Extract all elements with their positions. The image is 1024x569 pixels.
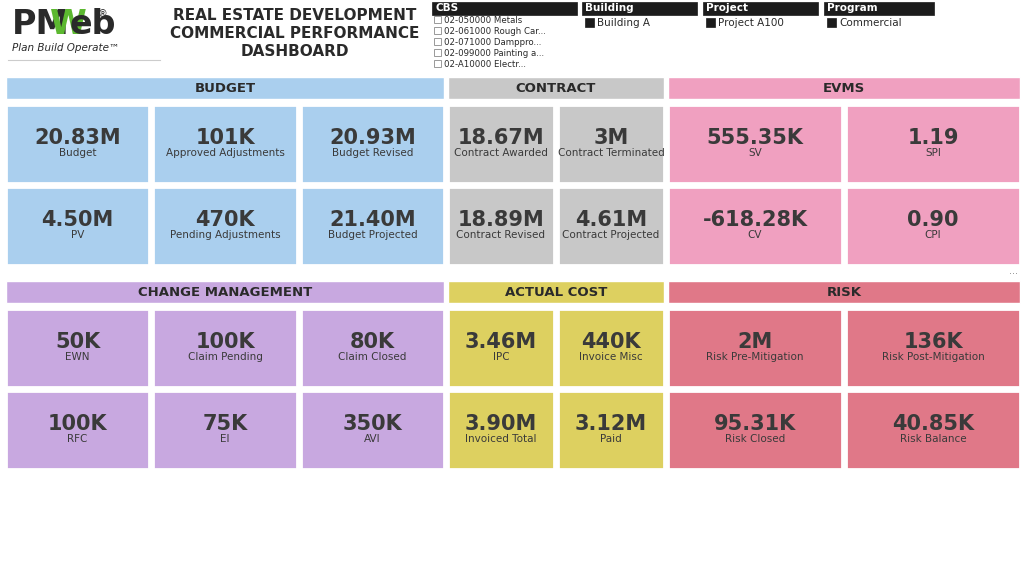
FancyBboxPatch shape <box>824 2 934 15</box>
Text: Project: Project <box>706 3 748 13</box>
FancyBboxPatch shape <box>668 309 842 387</box>
FancyBboxPatch shape <box>706 18 715 27</box>
FancyBboxPatch shape <box>585 18 594 27</box>
FancyBboxPatch shape <box>301 391 444 469</box>
Text: Commercial: Commercial <box>839 18 901 28</box>
Text: CONTRACT: CONTRACT <box>516 81 596 94</box>
Text: 20.83M: 20.83M <box>35 128 121 148</box>
Text: 50K: 50K <box>55 332 100 352</box>
Text: CPI: CPI <box>925 230 941 240</box>
Text: 95.31K: 95.31K <box>714 414 796 434</box>
Text: SPI: SPI <box>925 148 941 158</box>
Text: 3.46M: 3.46M <box>465 332 537 352</box>
Text: RISK: RISK <box>826 286 861 299</box>
FancyBboxPatch shape <box>449 77 664 99</box>
Text: REAL ESTATE DEVELOPMENT: REAL ESTATE DEVELOPMENT <box>173 8 417 23</box>
Text: 21.40M: 21.40M <box>329 210 416 230</box>
Text: Claim Closed: Claim Closed <box>338 352 407 362</box>
Text: Pending Adjustments: Pending Adjustments <box>170 230 281 240</box>
FancyBboxPatch shape <box>582 2 697 15</box>
Text: 555.35K: 555.35K <box>707 128 804 148</box>
Text: SV: SV <box>749 148 762 158</box>
FancyBboxPatch shape <box>449 105 554 183</box>
Text: 1.19: 1.19 <box>907 128 958 148</box>
Text: RFC: RFC <box>68 434 88 444</box>
Text: CV: CV <box>748 230 762 240</box>
Text: Budget: Budget <box>59 148 96 158</box>
FancyBboxPatch shape <box>434 16 441 23</box>
FancyBboxPatch shape <box>301 309 444 387</box>
Text: Risk Pre-Mitigation: Risk Pre-Mitigation <box>707 352 804 362</box>
FancyBboxPatch shape <box>668 105 842 183</box>
Text: ®: ® <box>98 9 108 19</box>
Text: Building A: Building A <box>597 18 650 28</box>
Text: Program: Program <box>827 3 878 13</box>
Text: Invoiced Total: Invoiced Total <box>465 434 537 444</box>
Text: 101K: 101K <box>196 128 255 148</box>
FancyBboxPatch shape <box>434 38 441 45</box>
Text: 440K: 440K <box>582 332 641 352</box>
FancyBboxPatch shape <box>6 77 444 99</box>
Text: DASHBOARD: DASHBOARD <box>241 44 349 59</box>
Text: 3.12M: 3.12M <box>574 414 647 434</box>
Text: Claim Pending: Claim Pending <box>187 352 262 362</box>
Text: Contract Terminated: Contract Terminated <box>558 148 665 158</box>
Text: IPC: IPC <box>493 352 509 362</box>
Text: W: W <box>50 8 87 41</box>
Text: Approved Adjustments: Approved Adjustments <box>166 148 285 158</box>
Text: Project A100: Project A100 <box>718 18 784 28</box>
FancyBboxPatch shape <box>301 187 444 265</box>
FancyBboxPatch shape <box>6 281 444 303</box>
Text: 4.61M: 4.61M <box>574 210 647 230</box>
Text: Contract Awarded: Contract Awarded <box>454 148 548 158</box>
Text: 470K: 470K <box>196 210 255 230</box>
Text: BUDGET: BUDGET <box>195 81 256 94</box>
Text: PM: PM <box>12 8 70 41</box>
FancyBboxPatch shape <box>434 27 441 34</box>
Text: EI: EI <box>220 434 229 444</box>
Text: EWN: EWN <box>66 352 90 362</box>
Text: 20.93M: 20.93M <box>329 128 416 148</box>
FancyBboxPatch shape <box>558 309 664 387</box>
FancyBboxPatch shape <box>846 105 1020 183</box>
FancyBboxPatch shape <box>6 187 150 265</box>
Text: 02-A10000 Electr...: 02-A10000 Electr... <box>444 60 526 69</box>
FancyBboxPatch shape <box>434 49 441 56</box>
Text: EVMS: EVMS <box>823 81 865 94</box>
Text: Risk Balance: Risk Balance <box>900 434 967 444</box>
Text: Paid: Paid <box>600 434 622 444</box>
Text: Plan Build Operate™: Plan Build Operate™ <box>12 43 120 53</box>
Text: 02-061000 Rough Car...: 02-061000 Rough Car... <box>444 27 546 36</box>
FancyBboxPatch shape <box>846 187 1020 265</box>
Text: AVI: AVI <box>364 434 381 444</box>
FancyBboxPatch shape <box>154 391 297 469</box>
Text: 4.50M: 4.50M <box>42 210 114 230</box>
FancyBboxPatch shape <box>449 309 554 387</box>
Text: CBS: CBS <box>435 3 458 13</box>
FancyBboxPatch shape <box>668 391 842 469</box>
FancyBboxPatch shape <box>432 2 577 15</box>
Text: Building: Building <box>585 3 634 13</box>
Text: 02-099000 Painting a...: 02-099000 Painting a... <box>444 49 544 58</box>
FancyBboxPatch shape <box>301 105 444 183</box>
FancyBboxPatch shape <box>154 309 297 387</box>
Text: Risk Post-Mitigation: Risk Post-Mitigation <box>882 352 984 362</box>
Text: 02-071000 Damppro...: 02-071000 Damppro... <box>444 38 542 47</box>
Text: ...: ... <box>1009 266 1018 276</box>
FancyBboxPatch shape <box>668 281 1020 303</box>
FancyBboxPatch shape <box>449 391 554 469</box>
Text: 350K: 350K <box>342 414 402 434</box>
Text: Contract Revised: Contract Revised <box>457 230 546 240</box>
FancyBboxPatch shape <box>6 105 150 183</box>
FancyBboxPatch shape <box>6 391 150 469</box>
Text: COMMERCIAL PERFORMANCE: COMMERCIAL PERFORMANCE <box>170 26 420 41</box>
FancyBboxPatch shape <box>434 60 441 67</box>
Text: 3.90M: 3.90M <box>465 414 538 434</box>
Text: ACTUAL COST: ACTUAL COST <box>505 286 607 299</box>
Text: -618.28K: -618.28K <box>702 210 808 230</box>
FancyBboxPatch shape <box>449 187 554 265</box>
Text: 18.89M: 18.89M <box>458 210 545 230</box>
FancyBboxPatch shape <box>846 309 1020 387</box>
Text: 75K: 75K <box>203 414 248 434</box>
